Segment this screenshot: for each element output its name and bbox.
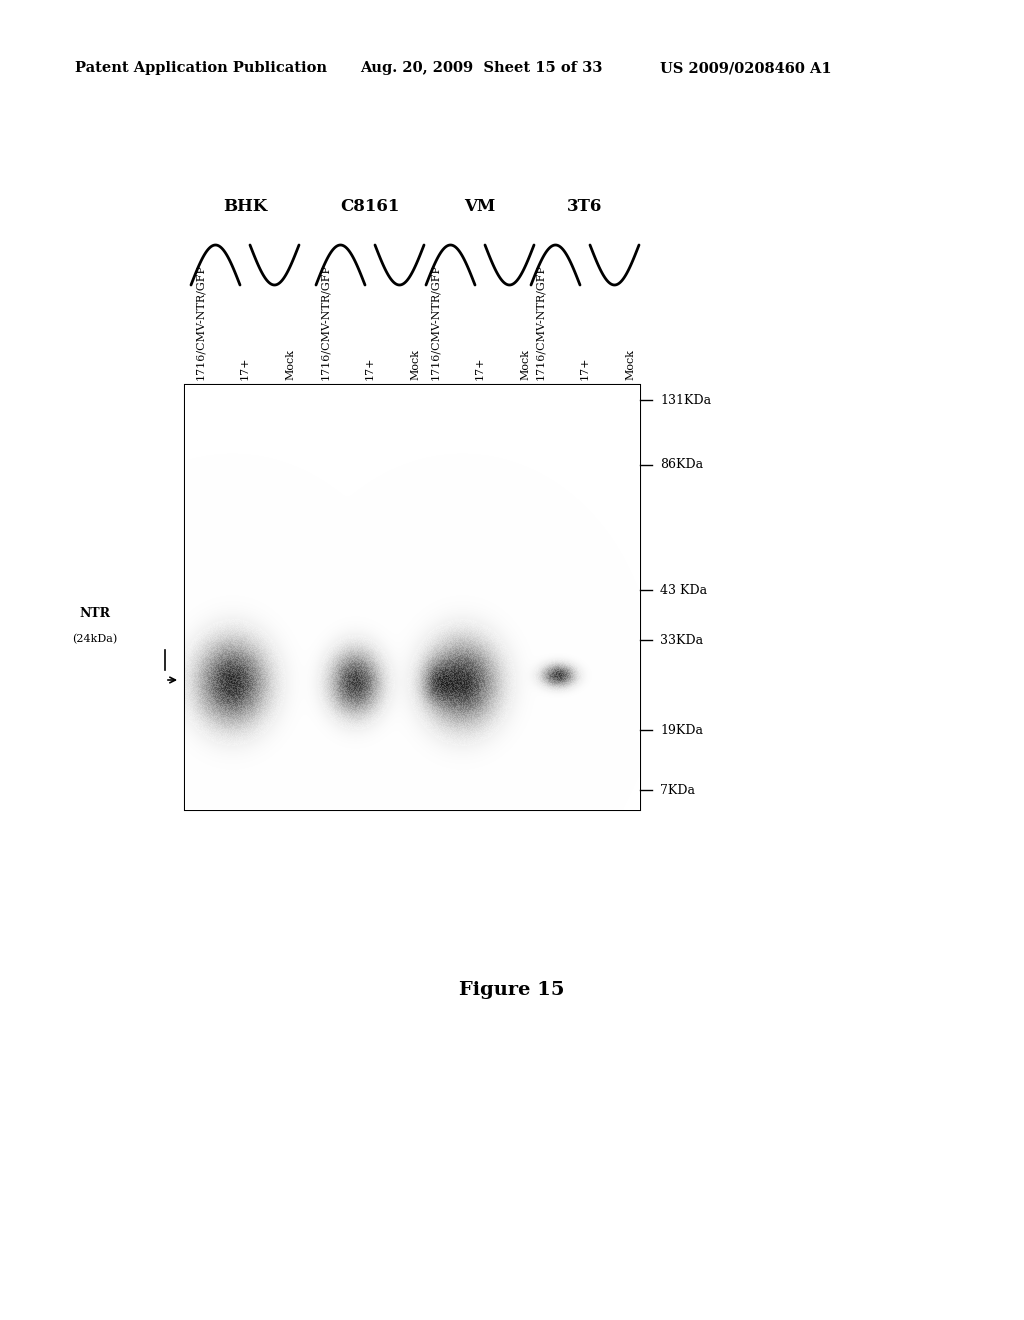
Text: 43 KDa: 43 KDa xyxy=(660,583,708,597)
Text: C8161: C8161 xyxy=(340,198,399,215)
Text: 7KDa: 7KDa xyxy=(660,784,695,796)
Text: Figure 15: Figure 15 xyxy=(459,981,565,999)
Text: Aug. 20, 2009  Sheet 15 of 33: Aug. 20, 2009 Sheet 15 of 33 xyxy=(360,61,602,75)
Text: Mock: Mock xyxy=(625,348,635,380)
Text: 3T6: 3T6 xyxy=(567,198,603,215)
Text: Mock: Mock xyxy=(410,348,420,380)
Text: VM: VM xyxy=(464,198,496,215)
Text: US 2009/0208460 A1: US 2009/0208460 A1 xyxy=(660,61,831,75)
Text: Mock: Mock xyxy=(285,348,295,380)
Text: Patent Application Publication: Patent Application Publication xyxy=(75,61,327,75)
Text: 17+: 17+ xyxy=(475,356,485,380)
Text: 1716/CMV-NTR/GFP: 1716/CMV-NTR/GFP xyxy=(195,264,205,380)
Text: (24kDa): (24kDa) xyxy=(73,634,118,644)
Text: Mock: Mock xyxy=(520,348,530,380)
Text: 86KDa: 86KDa xyxy=(660,458,703,471)
Text: 33KDa: 33KDa xyxy=(660,634,703,647)
Text: 17+: 17+ xyxy=(240,356,250,380)
Text: 131KDa: 131KDa xyxy=(660,393,711,407)
Text: 1716/CMV-NTR/GFP: 1716/CMV-NTR/GFP xyxy=(319,264,330,380)
Text: BHK: BHK xyxy=(223,198,267,215)
Text: 17+: 17+ xyxy=(365,356,375,380)
Text: 1716/CMV-NTR/GFP: 1716/CMV-NTR/GFP xyxy=(535,264,545,380)
Text: 1716/CMV-NTR/GFP: 1716/CMV-NTR/GFP xyxy=(430,264,440,380)
Bar xyxy=(185,385,640,810)
Text: NTR: NTR xyxy=(80,607,111,620)
Text: 17+: 17+ xyxy=(580,356,590,380)
Text: 19KDa: 19KDa xyxy=(660,723,703,737)
